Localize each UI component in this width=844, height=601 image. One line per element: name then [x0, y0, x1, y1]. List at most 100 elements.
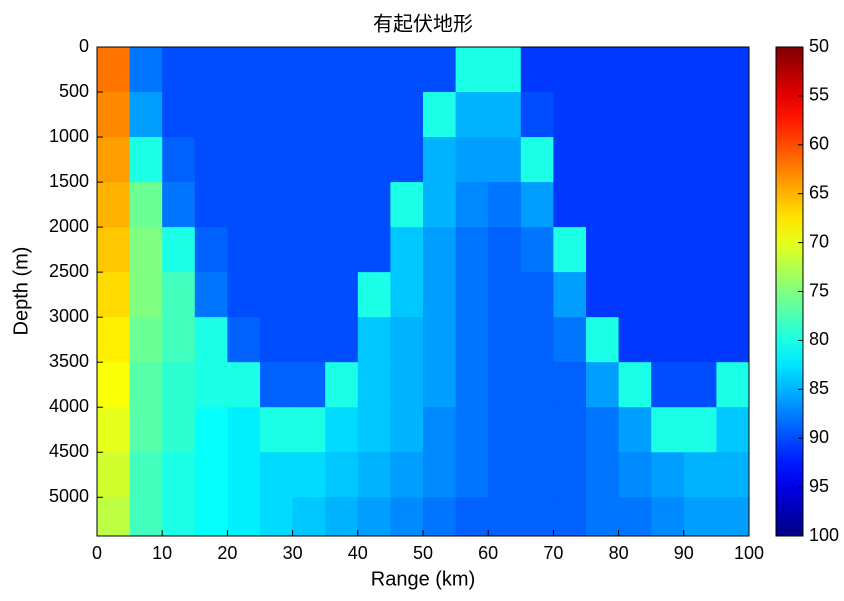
- heatmap-cell: [586, 317, 620, 363]
- heatmap-cell: [716, 182, 749, 228]
- x-tick-label: 60: [478, 543, 498, 563]
- heatmap-cell: [586, 362, 620, 408]
- heatmap-cell: [227, 362, 261, 408]
- heatmap-cell: [357, 137, 391, 183]
- heatmap-cell: [162, 272, 196, 318]
- heatmap-cell: [129, 317, 163, 363]
- heatmap-cell: [129, 47, 163, 93]
- heatmap-cell: [162, 92, 196, 138]
- heatmap-cell: [260, 182, 294, 228]
- heatmap-cell: [520, 227, 554, 273]
- heatmap-cell: [162, 452, 196, 498]
- heatmap-cell: [488, 182, 522, 228]
- heatmap-cell: [455, 407, 489, 453]
- heatmap-cell: [618, 362, 652, 408]
- heatmap-cell: [292, 137, 326, 183]
- heatmap-cell: [292, 92, 326, 138]
- heatmap-cell: [651, 407, 685, 453]
- heatmap-cell: [455, 452, 489, 498]
- x-tick-label: 10: [152, 543, 172, 563]
- heatmap-cell: [357, 497, 391, 536]
- x-axis-label: Range (km): [371, 568, 475, 590]
- heatmap-cell: [488, 407, 522, 453]
- heatmap-cell: [260, 497, 294, 536]
- heatmap-cell: [651, 452, 685, 498]
- heatmap-cell: [520, 452, 554, 498]
- heatmap-cell: [455, 317, 489, 363]
- heatmap-cell: [423, 137, 457, 183]
- heatmap-cell: [553, 227, 587, 273]
- heatmap-cell: [227, 497, 261, 536]
- y-axis-label: Depth (m): [10, 247, 32, 336]
- heatmap-cell: [423, 362, 457, 408]
- heatmap-cell: [194, 272, 228, 318]
- heatmap-cell: [162, 47, 196, 93]
- heatmap-cell: [390, 47, 424, 93]
- y-tick-label: 500: [59, 81, 89, 101]
- heatmap-cell: [683, 92, 717, 138]
- x-tick-label: 90: [674, 543, 694, 563]
- y-tick-label: 3500: [49, 351, 89, 371]
- heatmap-cell: [357, 47, 391, 93]
- heatmap-cell: [423, 92, 457, 138]
- heatmap-cell: [162, 497, 196, 536]
- heatmap-cell: [488, 362, 522, 408]
- heatmap-cell: [553, 272, 587, 318]
- heatmap-cell: [683, 137, 717, 183]
- heatmap-cell: [651, 362, 685, 408]
- heatmap-cell: [260, 407, 294, 453]
- heatmap-cell: [390, 272, 424, 318]
- colorbar-tick-label: 70: [809, 231, 829, 251]
- heatmap-cell: [553, 362, 587, 408]
- colorbar-tick-label: 65: [809, 182, 829, 202]
- heatmap-cell: [325, 317, 359, 363]
- heatmap-cell: [488, 227, 522, 273]
- heatmap-cell: [716, 407, 749, 453]
- heatmap-cell: [553, 47, 587, 93]
- heatmap-cell: [553, 137, 587, 183]
- heatmap-cell: [520, 47, 554, 93]
- colorbar-tick-label: 85: [809, 378, 829, 398]
- heatmap-cell: [423, 452, 457, 498]
- colorbar-tick-label: 55: [809, 85, 829, 105]
- heatmap-cell: [97, 137, 131, 183]
- heatmap-cell: [325, 92, 359, 138]
- heatmap-cell: [618, 497, 652, 536]
- heatmap-cell: [227, 47, 261, 93]
- heatmap-cell: [423, 272, 457, 318]
- heatmap-cell: [325, 452, 359, 498]
- heatmap-cell: [129, 227, 163, 273]
- heatmap-cell: [357, 272, 391, 318]
- heatmap-cell: [618, 317, 652, 363]
- heatmap-cell: [97, 407, 131, 453]
- heatmap-cell: [716, 452, 749, 498]
- heatmap-cell: [194, 182, 228, 228]
- heatmap-cell: [129, 137, 163, 183]
- x-tick-label: 70: [543, 543, 563, 563]
- colorbar-tick-label: 60: [809, 134, 829, 154]
- heatmap-cell: [683, 362, 717, 408]
- heatmap-cell: [357, 452, 391, 498]
- x-tick-label: 0: [92, 543, 102, 563]
- heatmap-cell: [390, 362, 424, 408]
- heatmap-cell: [716, 317, 749, 363]
- colorbar-tick-label: 75: [809, 280, 829, 300]
- heatmap-cell: [325, 407, 359, 453]
- heatmap-cell: [553, 407, 587, 453]
- y-tick-label: 4500: [49, 441, 89, 461]
- heatmap-cell: [390, 182, 424, 228]
- x-tick-label: 80: [609, 543, 629, 563]
- heatmap-cell: [97, 497, 131, 536]
- heatmap-cell: [97, 182, 131, 228]
- heatmap-cell: [325, 272, 359, 318]
- heatmap-cell: [129, 407, 163, 453]
- colorbar-tick-label: 95: [809, 476, 829, 496]
- heatmap-cell: [227, 407, 261, 453]
- y-tick-label: 2500: [49, 261, 89, 281]
- heatmap-cell: [129, 92, 163, 138]
- x-tick-label: 50: [413, 543, 433, 563]
- heatmap-cell: [292, 362, 326, 408]
- heatmap-cell: [618, 272, 652, 318]
- heatmap-cell: [97, 272, 131, 318]
